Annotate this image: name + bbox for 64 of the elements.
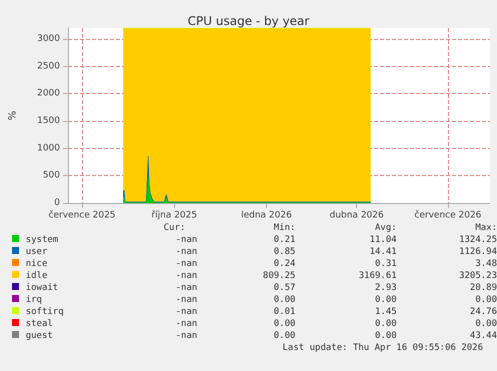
- text: -nan: [174, 294, 198, 306]
- legend-label: guest: [26, 330, 54, 342]
- text: -nan: [174, 270, 198, 282]
- text: 2.93: [374, 282, 397, 294]
- text: 0.85: [272, 246, 296, 258]
- text: 0.00: [374, 294, 397, 306]
- x-tick-label: července 2026: [414, 210, 482, 220]
- legend-label: irq: [26, 294, 43, 306]
- x-tick-label: července 2025: [48, 210, 116, 220]
- legend-label: iowait: [26, 282, 60, 294]
- text: 0.57: [272, 282, 296, 294]
- text: Max:: [474, 222, 497, 234]
- text: 0.01: [272, 306, 296, 318]
- text: 11.04: [368, 234, 397, 246]
- text: 0.00: [474, 294, 497, 306]
- y-tick-label: 2500: [37, 61, 60, 72]
- legend-label: system: [26, 234, 60, 246]
- x-tick-label: října 2025: [151, 210, 198, 220]
- legend-label: softirq: [26, 306, 65, 318]
- text: Min:: [272, 222, 296, 234]
- text: 0.00: [272, 330, 296, 342]
- y-tick-label: 2000: [37, 88, 60, 99]
- text: 809.25: [262, 270, 296, 282]
- text: 0.00: [272, 294, 296, 306]
- text: -nan: [174, 246, 198, 258]
- text: -nan: [174, 306, 198, 318]
- x-tick-label: ledna 2026: [241, 210, 292, 220]
- text: 0.00: [374, 330, 397, 342]
- text: 0.00: [374, 318, 397, 330]
- text: -nan: [174, 318, 198, 330]
- y-axis-title: %: [8, 110, 18, 120]
- text: 0.31: [374, 258, 397, 270]
- text: -nan: [174, 234, 198, 246]
- legend-label: nice: [26, 258, 48, 270]
- legend-label: steal: [26, 318, 54, 330]
- y-tick-label: 1500: [37, 116, 60, 126]
- text: 24.76: [468, 306, 497, 318]
- legend-label: user: [26, 246, 48, 258]
- text: Cur:: [162, 222, 186, 234]
- text: 1126.94: [458, 246, 497, 258]
- chart-title: CPU usage - by year: [188, 14, 310, 28]
- text: 0.00: [474, 318, 497, 330]
- text: -nan: [174, 258, 198, 270]
- text: 3169.61: [358, 270, 397, 282]
- legend-label: idle: [26, 270, 48, 282]
- text: 0.24: [272, 258, 296, 270]
- y-tick-label: 500: [42, 170, 60, 181]
- text: 0.21: [272, 234, 296, 246]
- text: 3.48: [474, 258, 497, 270]
- text: 14.41: [368, 246, 397, 258]
- y-tick-label: 1000: [37, 143, 60, 154]
- x-tick-label: dubna 2026: [330, 210, 384, 220]
- text: 20.89: [468, 282, 497, 294]
- text: 3205.23: [458, 270, 497, 282]
- y-tick-label: 3000: [37, 34, 60, 44]
- text: 1324.25: [458, 234, 497, 246]
- text: -nan: [174, 330, 198, 342]
- text: 0.00: [272, 318, 296, 330]
- text: 1.45: [374, 306, 397, 318]
- text: Avg:: [374, 222, 397, 234]
- text: Last update: Thu Apr 16 09:55:06 2026: [282, 343, 483, 354]
- text: 43.44: [468, 330, 497, 342]
- y-tick-label: 0: [54, 198, 60, 208]
- text: -nan: [174, 282, 198, 294]
